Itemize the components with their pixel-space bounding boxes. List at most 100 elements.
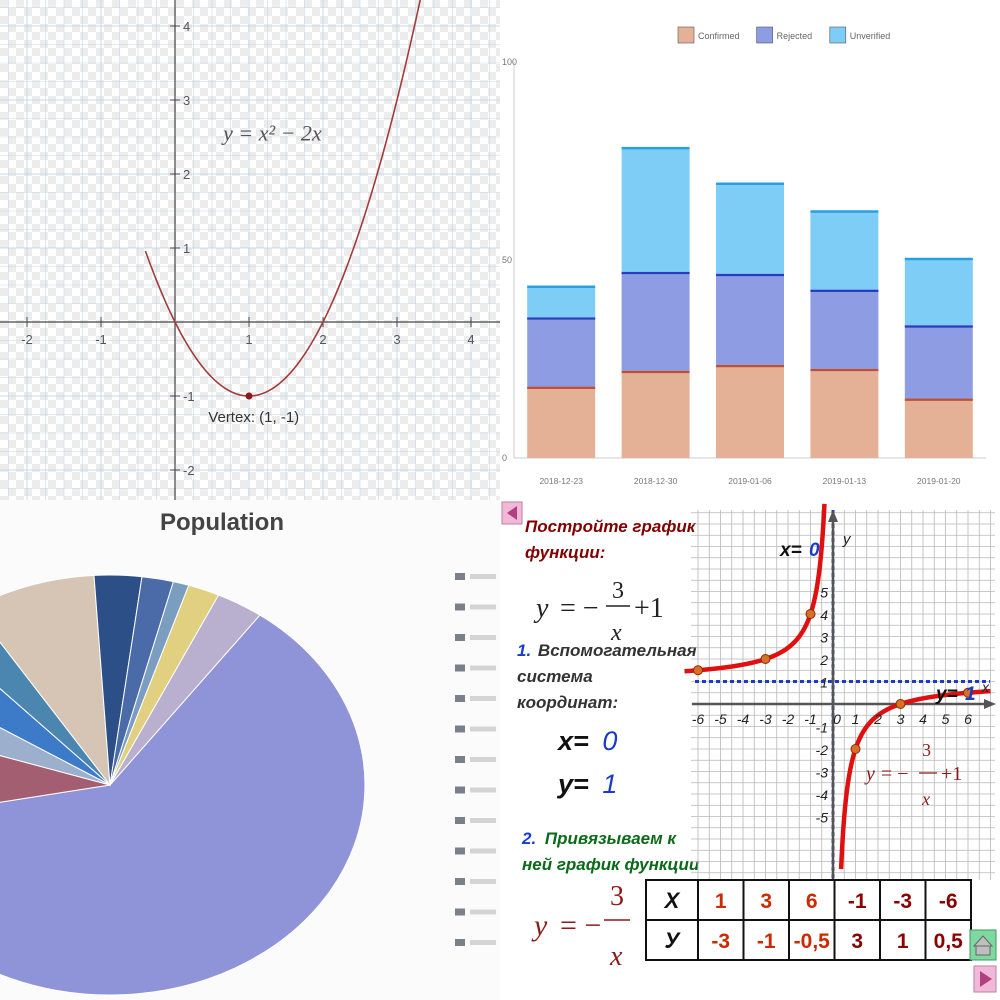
task-line-1: Постройте график (525, 517, 697, 536)
parabola-curve (144, 0, 422, 397)
pie-slice (109, 594, 261, 786)
parabola-chart: -2 -1 1 2 3 4 4 3 2 1 -1 -2 y = x² − 2x Vertex: (1,… (0, 0, 500, 500)
svg-text:1. Вспомогательная: 1. Вспомогательная система координат: (517, 641, 701, 712)
table-y-cell: 0,5 (934, 930, 964, 953)
svg-text:= −: = − (560, 909, 601, 942)
legend-text-stub (470, 909, 496, 915)
x-tick-label: 5 (942, 711, 950, 727)
asymptote-y-label: y= (935, 684, 958, 705)
forward-nav-button[interactable] (973, 965, 997, 993)
svg-text:3: 3 (610, 881, 624, 912)
legend-label: Confirmed (698, 31, 740, 41)
bar-segment-unverified (810, 210, 879, 290)
table-head-x: X (663, 888, 681, 913)
step1-number: 1. (517, 641, 531, 660)
y-tick-label: 1 (183, 241, 190, 256)
step1-line-1: Вспомогательная (538, 641, 697, 660)
x-tick-label: 1 (852, 711, 860, 727)
hyperbola-left-branch (684, 503, 827, 674)
pie-chart: Population (0, 500, 500, 1000)
legend-text-stub (470, 940, 496, 945)
y-tick-label: 2 (819, 652, 828, 668)
step2-line-2: ней график функции (522, 855, 700, 874)
bar-segment-rejected (716, 273, 784, 365)
legend-swatch (455, 908, 465, 916)
graph-formula: y = − 3 x +1 (864, 740, 962, 809)
hyperbola-chart: Постройте график функции: y = − 3 x +1 1… (500, 500, 1000, 1000)
bar-segment-rejected (527, 317, 596, 387)
bar-segment-rejected (621, 271, 690, 371)
legend-swatch (455, 573, 465, 580)
bar-segment-confirmed (621, 370, 690, 458)
arrow-left-icon (507, 506, 517, 520)
svg-text:Постройте график функции: Постройте график функции: (525, 517, 700, 562)
legend-label: Rejected (777, 31, 813, 41)
pie-slice (0, 755, 111, 803)
table-x-cell: 6 (806, 890, 818, 913)
table-x-cell: 1 (715, 890, 727, 913)
legend-swatch (829, 26, 847, 44)
x-tick-label: 6 (964, 711, 972, 727)
legend-swatch (455, 786, 465, 794)
x-tick-label: -5 (714, 711, 727, 727)
x-tick-label: -2 (21, 332, 33, 347)
legend-text-stub (470, 665, 496, 671)
table-head-y: У (665, 928, 682, 953)
legend-swatch (455, 817, 465, 824)
asymptote-y-value: 1 (965, 684, 976, 705)
svg-text:= −: = − (881, 763, 909, 785)
svg-text:3: 3 (922, 740, 931, 760)
legend-text-stub (470, 848, 496, 854)
back-nav-button[interactable] (501, 501, 523, 525)
x-tick-label: 2018-12-23 (539, 476, 583, 486)
pie-panel: Population (0, 500, 500, 1000)
x-tick-label: 2 (873, 711, 882, 727)
legend-text-stub (470, 879, 496, 884)
home-nav-button[interactable] (969, 929, 997, 961)
svg-text:3: 3 (612, 578, 624, 604)
legend-swatch (677, 26, 695, 44)
y-tick-label: -1 (816, 720, 828, 736)
legend-swatch (455, 756, 465, 763)
legend-swatch (455, 664, 465, 672)
bar-segment-confirmed (716, 364, 784, 458)
legend-text-stub (470, 757, 496, 762)
table-y-cell: -1 (757, 930, 776, 953)
y-tick-label: 2 (183, 167, 190, 182)
plotted-point (760, 654, 771, 664)
y-tick-label: 0 (502, 453, 507, 463)
x-tick-label: 3 (897, 711, 905, 727)
y-tick-label: 4 (183, 19, 190, 34)
x-tick-label: 2019-01-20 (917, 476, 961, 486)
base-formula: y = − 3 x (531, 881, 630, 972)
y-tick-label: -3 (816, 765, 829, 781)
legend-text-stub (470, 604, 496, 610)
x-tick-label: -6 (692, 711, 705, 727)
parabola-equation: y = x² − 2x (221, 121, 322, 146)
plotted-point (805, 609, 816, 619)
x-tick-label: 2 (319, 332, 326, 347)
plotted-point (693, 665, 703, 676)
x-tick-label: -3 (759, 711, 772, 727)
x-tick-label: -1 (804, 711, 816, 727)
stacked-bar-chart: Confirmed Rejected Unverified 100 50 0 2018-… (500, 0, 1000, 500)
asymptote-x-value: 0 (809, 540, 820, 561)
y-eq-value: 1 (602, 769, 617, 799)
values-table: XУ 1 3 6 -1 -3 -6 -3 -1 -0,5 3 1 0,5 (645, 879, 972, 961)
svg-text:y: y (531, 909, 548, 942)
y-tick-label: -4 (816, 787, 829, 803)
legend-text-stub (470, 696, 496, 701)
legend-text-stub (470, 787, 496, 793)
y-axis-arrow (828, 510, 838, 522)
legend-text-stub (470, 635, 496, 640)
x-tick-label: -1 (95, 332, 107, 347)
x-tick-label: -2 (782, 711, 795, 727)
legend-label: Unverified (850, 31, 891, 41)
y-axis-name: y (842, 531, 852, 548)
x-eq-value: 0 (602, 726, 617, 756)
legend-swatch (455, 847, 465, 855)
legend-text-stub (470, 726, 496, 732)
x-tick-label: 2018-12-30 (634, 476, 678, 486)
legend-swatch (455, 725, 465, 733)
table-x-cell: 3 (760, 890, 772, 913)
